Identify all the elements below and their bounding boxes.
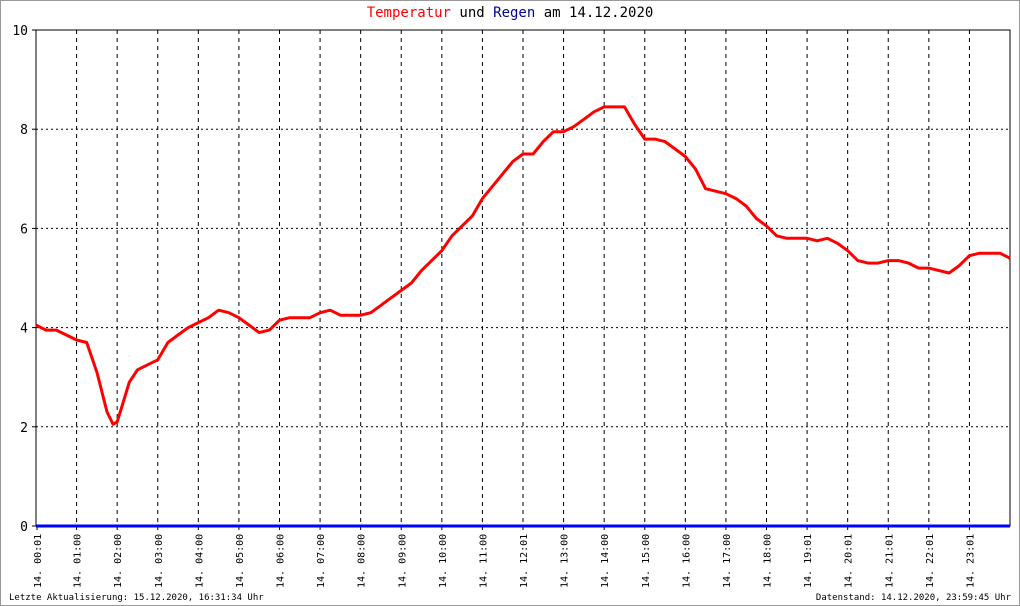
x-tick-label: 14. 16:00 <box>681 534 692 588</box>
title-temperature: Temperatur <box>366 5 451 21</box>
x-tick-label: 14. 14:00 <box>600 534 611 588</box>
x-tick-label: 14. 21:01 <box>884 534 895 588</box>
chart-title: Temperatur und Regen am 14.12.2020 <box>1 5 1019 21</box>
last-update: Letzte Aktualisierung: 15.12.2020, 16:31… <box>9 593 264 603</box>
x-tick-label: 14. 17:00 <box>722 534 733 588</box>
x-tick-label: 14. 20:01 <box>844 534 855 588</box>
y-tick-label: 6 <box>20 222 28 237</box>
x-tick-label: 14. 06:00 <box>276 534 287 588</box>
data-timestamp: Datenstand: 14.12.2020, 23:59:45 Uhr <box>815 593 1011 603</box>
y-tick-label: 0 <box>20 520 28 535</box>
y-tick-label: 2 <box>20 421 28 436</box>
x-tick-label: 14. 03:00 <box>154 534 165 588</box>
x-tick-label: 14. 01:00 <box>73 534 84 588</box>
x-tick-label: 14. 02:00 <box>113 534 124 588</box>
title-rain: Regen <box>493 5 536 21</box>
y-tick-label: 10 <box>12 24 28 39</box>
x-tick-label: 14. 10:00 <box>438 534 449 588</box>
x-tick-label: 14. 22:01 <box>925 534 936 588</box>
y-tick-label: 8 <box>20 123 28 138</box>
x-tick-label: 14. 09:00 <box>397 534 408 588</box>
title-date: am 14.12.2020 <box>535 5 654 21</box>
x-tick-label: 14. 19:01 <box>803 534 814 588</box>
x-tick-label: 14. 12:01 <box>519 534 530 588</box>
x-tick-label: 14. 18:00 <box>763 534 774 588</box>
x-tick-label: 14. 15:00 <box>641 534 652 588</box>
x-tick-label: 14. 00:01 <box>33 534 44 588</box>
temperature-line <box>35 105 1011 426</box>
x-tick-label: 14. 04:00 <box>194 534 205 588</box>
x-tick-label: 14. 11:00 <box>478 534 489 588</box>
x-tick-label: 14. 05:00 <box>235 534 246 588</box>
x-tick-label: 14. 08:00 <box>357 534 368 588</box>
x-tick-label: 14. 07:00 <box>316 534 327 588</box>
x-tick-label: 14. 13:00 <box>560 534 571 588</box>
y-tick-label: 4 <box>20 322 28 337</box>
x-tick-label: 14. 23:01 <box>965 534 976 588</box>
title-and: und <box>450 5 494 21</box>
